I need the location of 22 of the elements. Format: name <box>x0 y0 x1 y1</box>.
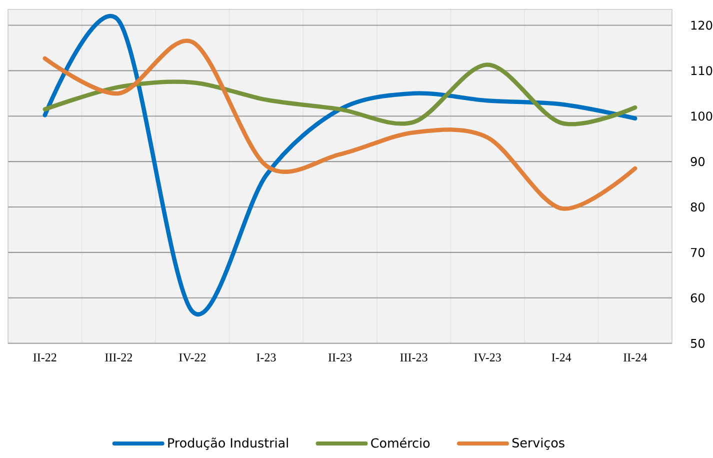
x-tick-label: II-22 <box>33 353 56 362</box>
x-tick-label: II-23 <box>328 353 352 362</box>
x-tick-label: II-24 <box>624 353 647 362</box>
legend-label: Serviços <box>512 438 564 450</box>
x-tick-label: I-24 <box>552 353 572 362</box>
legend-label: Comércio <box>371 437 430 448</box>
x-tick-label: IV-23 <box>474 353 501 362</box>
x-tick-label: III-23 <box>400 353 428 362</box>
y-tick-label: 100 <box>691 112 712 121</box>
x-tick-label: I-23 <box>256 353 276 362</box>
line-series <box>42 38 638 211</box>
x-tick-label: IV-22 <box>179 353 206 362</box>
y-tick-label: 60 <box>690 293 705 302</box>
y-tick-label: 80 <box>690 202 705 212</box>
y-tick-label: 110 <box>691 66 712 76</box>
legend-label: Produção Industrial <box>168 438 288 450</box>
line-series <box>42 62 638 126</box>
x-tick-label: III-22 <box>105 353 132 362</box>
y-tick-label: 70 <box>691 248 705 257</box>
y-tick-label: 90 <box>690 157 705 166</box>
y-tick-label: 120 <box>691 20 712 30</box>
y-tick-label: 50 <box>690 338 705 348</box>
